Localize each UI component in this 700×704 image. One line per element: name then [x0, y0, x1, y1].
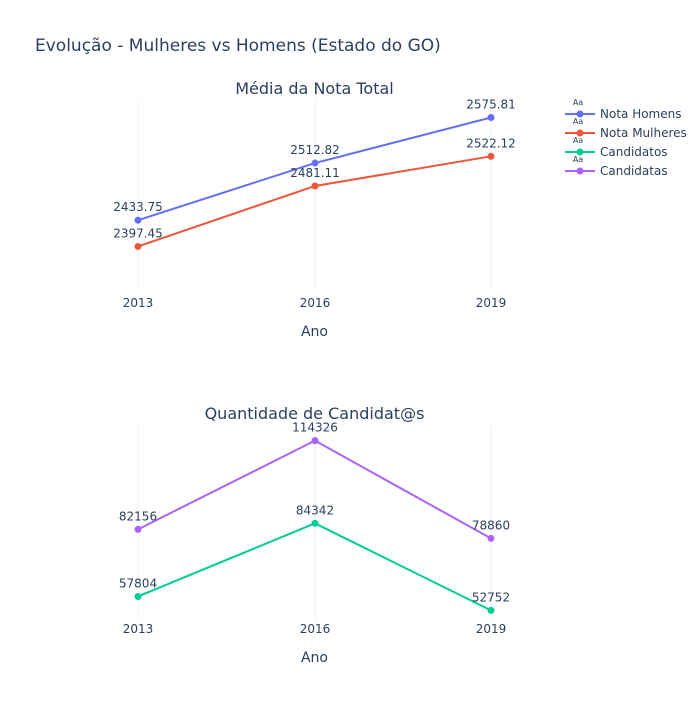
legend-item-candidatas[interactable]: Aa Candidatas [565, 155, 668, 178]
legend-marker-icon [576, 129, 584, 137]
data-label: 57804 [119, 576, 157, 590]
x-tick-label: 2016 [300, 296, 331, 310]
legend[interactable]: Aa Nota Homens Aa Nota Mulheres Aa Candidatos… [565, 98, 687, 178]
data-point[interactable] [487, 152, 495, 160]
legend-label: Nota Homens [600, 107, 682, 121]
data-label: 82156 [119, 509, 157, 523]
data-label: 84342 [296, 503, 334, 517]
data-point[interactable] [311, 437, 319, 445]
legend-label: Nota Mulheres [600, 126, 687, 140]
figure-title: Evolução - Mulheres vs Homens (Estado do… [35, 36, 441, 56]
legend-item-nota-mulheres[interactable]: Aa Nota Mulheres [565, 117, 687, 140]
data-label: 52752 [472, 590, 510, 604]
data-label: 2481.11 [290, 166, 340, 180]
x-tick-label: 2016 [300, 622, 331, 636]
legend-label: Candidatas [600, 164, 668, 178]
x-tick-label: 2019 [476, 296, 507, 310]
data-point[interactable] [134, 592, 142, 600]
series-nota-homens: 2433.75 2512.82 2575.81 [113, 97, 516, 224]
data-point[interactable] [311, 182, 319, 190]
legend-marker-text: Aa [573, 155, 583, 164]
x-axis-title: Ano [301, 650, 328, 666]
legend-marker-text: Aa [573, 117, 583, 126]
series-candidatos: 57804 84342 52752 [119, 503, 510, 614]
data-point[interactable] [487, 113, 495, 121]
x-axis-title: Ano [301, 324, 328, 340]
legend-item-nota-homens[interactable]: Aa Nota Homens [565, 98, 682, 121]
data-label: 2512.82 [290, 143, 340, 157]
legend-marker-text: Aa [573, 98, 583, 107]
data-point[interactable] [311, 159, 319, 167]
data-point[interactable] [487, 534, 495, 542]
data-point[interactable] [134, 216, 142, 224]
subplot-title: Média da Nota Total [235, 79, 393, 98]
data-label: 2575.81 [466, 97, 516, 111]
data-label: 2397.45 [113, 226, 163, 240]
legend-marker-icon [576, 148, 584, 156]
legend-marker-icon [576, 110, 584, 118]
data-label: 2522.12 [466, 136, 516, 150]
series-nota-mulheres: 2397.45 2481.11 2522.12 [113, 136, 516, 250]
legend-item-candidatos[interactable]: Aa Candidatos [565, 136, 668, 159]
data-label: 78860 [472, 518, 510, 532]
subplot-title: Quantidade de Candidat@s [205, 404, 425, 423]
data-point[interactable] [311, 519, 319, 527]
data-point[interactable] [487, 606, 495, 614]
x-tick-label: 2019 [476, 622, 507, 636]
data-point[interactable] [134, 242, 142, 250]
legend-marker-icon [576, 167, 584, 175]
data-point[interactable] [134, 525, 142, 533]
legend-marker-text: Aa [573, 136, 583, 145]
subplot-2: Quantidade de Candidat@s 2013 2016 2019 Ano 5… [119, 404, 510, 666]
subplot-1: Média da Nota Total 2013 2016 2019 Ano 2433.7… [113, 79, 516, 340]
series-candidatas: 82156 114326 78860 [119, 421, 510, 542]
legend-label: Candidatos [600, 145, 668, 159]
data-label: 114326 [292, 421, 338, 435]
data-label: 2433.75 [113, 200, 163, 214]
x-tick-label: 2013 [123, 296, 154, 310]
x-tick-label: 2013 [123, 622, 154, 636]
